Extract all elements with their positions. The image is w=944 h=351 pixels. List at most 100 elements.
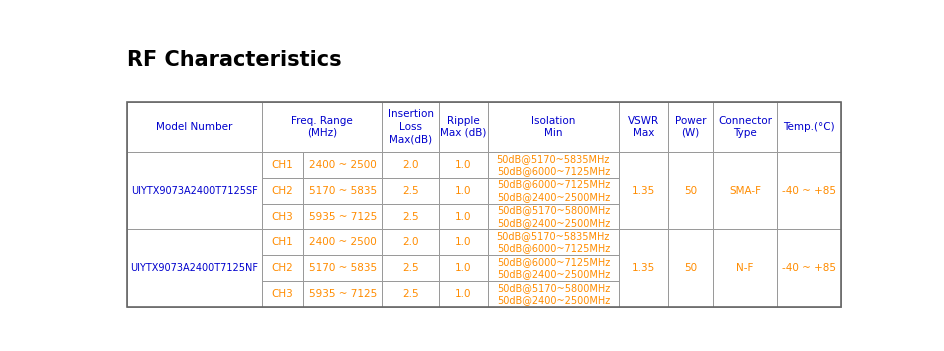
Text: -40 ~ +85: -40 ~ +85 xyxy=(782,186,835,196)
Bar xyxy=(487,178,619,204)
Bar xyxy=(713,101,777,152)
Bar xyxy=(382,255,439,281)
Bar xyxy=(487,101,619,152)
Text: -40 ~ +85: -40 ~ +85 xyxy=(782,263,835,273)
Text: 1.35: 1.35 xyxy=(632,263,655,273)
Bar xyxy=(262,230,303,255)
Bar xyxy=(439,178,487,204)
Bar xyxy=(303,204,382,230)
Bar xyxy=(303,178,382,204)
Bar xyxy=(439,230,487,255)
Bar xyxy=(262,255,303,281)
Text: 1.0: 1.0 xyxy=(455,186,471,196)
Bar xyxy=(382,101,439,152)
Text: 50dB@5170~5800MHz
50dB@2400~2500MHz: 50dB@5170~5800MHz 50dB@2400~2500MHz xyxy=(497,205,610,228)
Bar xyxy=(777,230,841,307)
Text: UIYTX9073A2400T7125NF: UIYTX9073A2400T7125NF xyxy=(130,263,259,273)
Bar xyxy=(126,101,262,152)
Bar xyxy=(262,281,303,307)
Text: 2.5: 2.5 xyxy=(402,212,419,221)
Text: 1.0: 1.0 xyxy=(455,237,471,247)
Bar xyxy=(619,152,668,230)
Text: 50dB@5170~5800MHz
50dB@2400~2500MHz: 50dB@5170~5800MHz 50dB@2400~2500MHz xyxy=(497,283,610,305)
Bar xyxy=(262,204,303,230)
Text: Connector
Type: Connector Type xyxy=(718,115,772,138)
Bar xyxy=(262,101,382,152)
Bar xyxy=(439,152,487,178)
Bar xyxy=(262,178,303,204)
Bar xyxy=(777,152,841,230)
Bar xyxy=(303,281,382,307)
Text: 2400 ~ 2500: 2400 ~ 2500 xyxy=(309,237,377,247)
Text: 2.5: 2.5 xyxy=(402,186,419,196)
Bar xyxy=(382,178,439,204)
Text: N-F: N-F xyxy=(736,263,753,273)
Text: 5170 ~ 5835: 5170 ~ 5835 xyxy=(309,186,377,196)
Bar xyxy=(487,204,619,230)
Text: 5935 ~ 7125: 5935 ~ 7125 xyxy=(309,289,377,299)
Text: Power
(W): Power (W) xyxy=(675,115,706,138)
Text: SMA-F: SMA-F xyxy=(729,186,761,196)
Text: VSWR
Max: VSWR Max xyxy=(628,115,659,138)
Bar xyxy=(777,101,841,152)
Text: RF Characteristics: RF Characteristics xyxy=(126,50,342,70)
Bar xyxy=(382,230,439,255)
Bar xyxy=(713,152,777,230)
Text: 1.0: 1.0 xyxy=(455,263,471,273)
Text: 2.5: 2.5 xyxy=(402,289,419,299)
Bar xyxy=(126,152,262,230)
Bar xyxy=(303,255,382,281)
Bar xyxy=(439,281,487,307)
Text: 1.0: 1.0 xyxy=(455,160,471,170)
Text: Freq. Range
(MHz): Freq. Range (MHz) xyxy=(292,115,353,138)
Text: CH3: CH3 xyxy=(272,289,294,299)
Text: 2400 ~ 2500: 2400 ~ 2500 xyxy=(309,160,377,170)
Bar xyxy=(303,152,382,178)
Bar xyxy=(487,230,619,255)
Text: Insertion
Loss
Max(dB): Insertion Loss Max(dB) xyxy=(388,110,433,144)
Text: CH3: CH3 xyxy=(272,212,294,221)
Bar xyxy=(126,101,841,307)
Bar xyxy=(487,255,619,281)
Bar xyxy=(382,281,439,307)
Text: CH1: CH1 xyxy=(272,237,294,247)
Bar xyxy=(487,152,619,178)
Bar xyxy=(619,101,668,152)
Bar xyxy=(619,230,668,307)
Text: 1.0: 1.0 xyxy=(455,212,471,221)
Bar xyxy=(487,281,619,307)
Text: Model Number: Model Number xyxy=(157,122,232,132)
Text: CH2: CH2 xyxy=(272,263,294,273)
Text: UIYTX9073A2400T7125SF: UIYTX9073A2400T7125SF xyxy=(131,186,258,196)
Bar xyxy=(439,101,487,152)
Text: 2.5: 2.5 xyxy=(402,263,419,273)
Bar xyxy=(668,152,713,230)
Text: 2.0: 2.0 xyxy=(402,160,419,170)
Bar xyxy=(439,204,487,230)
Bar xyxy=(382,152,439,178)
Text: 2.0: 2.0 xyxy=(402,237,419,247)
Bar xyxy=(668,230,713,307)
Text: Ripple
Max (dB): Ripple Max (dB) xyxy=(440,115,486,138)
Text: 1.35: 1.35 xyxy=(632,186,655,196)
Text: CH2: CH2 xyxy=(272,186,294,196)
Text: 50: 50 xyxy=(684,186,697,196)
Text: 50: 50 xyxy=(684,263,697,273)
Text: 50dB@5170~5835MHz
50dB@6000~7125MHz: 50dB@5170~5835MHz 50dB@6000~7125MHz xyxy=(497,154,610,176)
Text: Temp.(°C): Temp.(°C) xyxy=(784,122,834,132)
Text: Isolation
Min: Isolation Min xyxy=(531,115,576,138)
Bar xyxy=(303,230,382,255)
Text: 50dB@5170~5835MHz
50dB@6000~7125MHz: 50dB@5170~5835MHz 50dB@6000~7125MHz xyxy=(497,231,610,253)
Bar xyxy=(439,255,487,281)
Text: 5170 ~ 5835: 5170 ~ 5835 xyxy=(309,263,377,273)
Bar xyxy=(382,204,439,230)
Bar xyxy=(713,230,777,307)
Text: CH1: CH1 xyxy=(272,160,294,170)
Bar xyxy=(668,101,713,152)
Text: 1.0: 1.0 xyxy=(455,289,471,299)
Text: 50dB@6000~7125MHz
50dB@2400~2500MHz: 50dB@6000~7125MHz 50dB@2400~2500MHz xyxy=(497,257,610,279)
Text: 5935 ~ 7125: 5935 ~ 7125 xyxy=(309,212,377,221)
Text: 50dB@6000~7125MHz
50dB@2400~2500MHz: 50dB@6000~7125MHz 50dB@2400~2500MHz xyxy=(497,179,610,202)
Bar xyxy=(126,230,262,307)
Bar xyxy=(262,152,303,178)
